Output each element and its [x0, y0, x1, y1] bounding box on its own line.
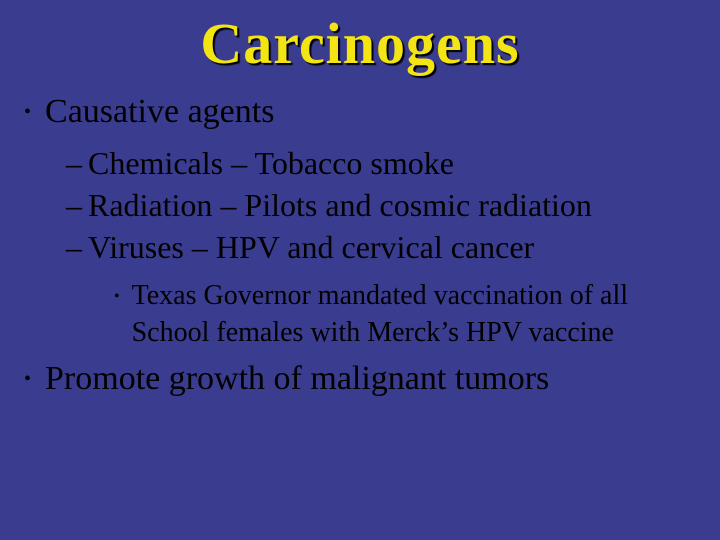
bullet-marker-icon: • [24, 100, 31, 125]
bullet-level1: • Causative agents [24, 91, 700, 134]
slide: Carcinogens • Causative agents – Chemica… [0, 0, 720, 540]
bullet-level1: • Promote growth of malignant tumors [24, 358, 700, 401]
bullet-level2: – Viruses – HPV and cervical cancer [66, 226, 700, 268]
bullet-marker-icon: – [66, 142, 82, 184]
bullet-marker-icon: – [66, 184, 82, 226]
bullet-text: Promote growth of malignant tumors [45, 358, 700, 401]
bullet-marker-icon: • [24, 367, 31, 392]
bullet-level3: • Texas Governor mandated vaccination of… [114, 278, 700, 352]
bullet-level2: – Chemicals – Tobacco smoke [66, 142, 700, 184]
bullet-text: Radiation – Pilots and cosmic radiation [88, 184, 700, 226]
bullet-text: Chemicals – Tobacco smoke [88, 142, 700, 184]
bullet-text: Texas Governor mandated vaccination of a… [132, 278, 700, 352]
bullet-text: Causative agents [45, 91, 700, 134]
bullet-text: Viruses – HPV and cervical cancer [88, 226, 700, 268]
bullet-marker-icon: • [114, 286, 120, 307]
slide-title: Carcinogens [20, 10, 700, 77]
bullet-marker-icon: – [66, 226, 82, 268]
bullet-level2: – Radiation – Pilots and cosmic radiatio… [66, 184, 700, 226]
